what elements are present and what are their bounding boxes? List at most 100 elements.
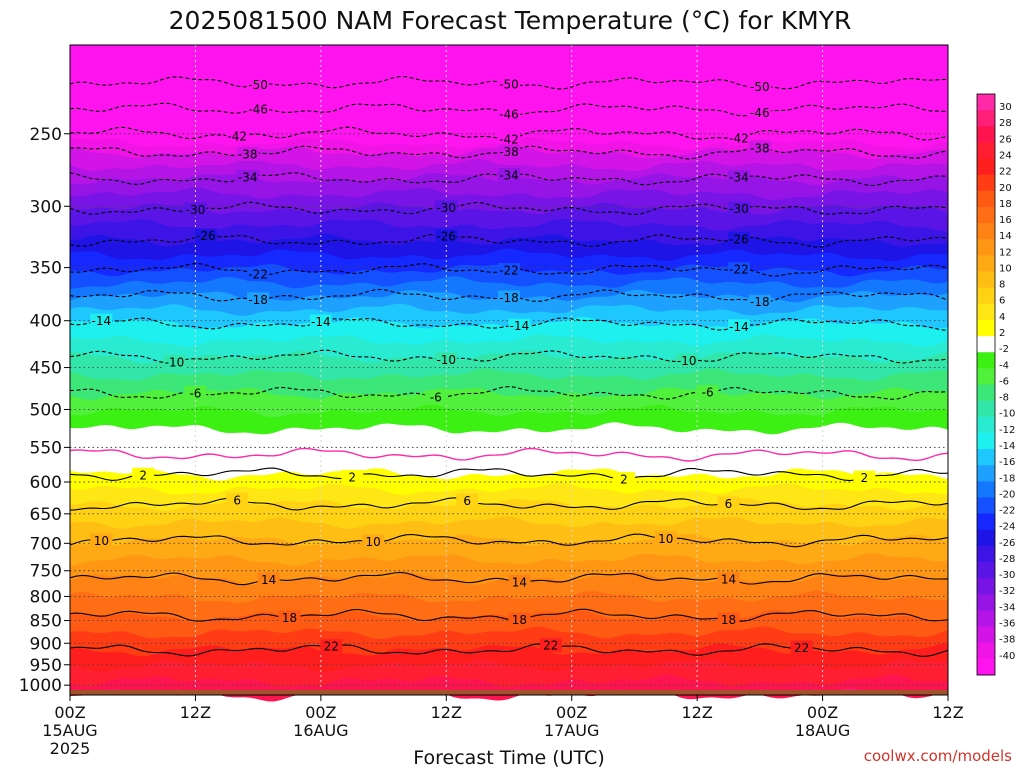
contour-label-bg [498, 144, 520, 159]
y-tick-label: 700 [30, 534, 62, 554]
colorbar-swatch [977, 513, 995, 531]
colorbar-swatch [977, 174, 995, 192]
contour-label: -26 [436, 230, 456, 244]
contour-label-bg [748, 79, 771, 94]
y-tick-label: 250 [30, 125, 62, 145]
contour-label-bg [727, 130, 750, 145]
colorbar-swatch [977, 642, 995, 660]
x-tick-label: 00Z [305, 703, 336, 722]
colorbar-label: -24 [999, 522, 1015, 533]
colorbar-swatch [977, 432, 995, 450]
x-tick-date: 17AUG [544, 721, 599, 740]
contour-label: -10 [165, 355, 185, 369]
colorbar-swatch [977, 610, 995, 627]
colorbar-label: -26 [999, 538, 1015, 549]
contour-label: -38 [238, 147, 258, 161]
contour-label: -18 [750, 295, 770, 309]
contour-label-bg [257, 572, 280, 587]
chart-title: 2025081500 NAM Forecast Temperature (°C)… [169, 6, 852, 35]
contour-label-bg [247, 101, 270, 116]
colorbar-label: 10 [999, 263, 1012, 274]
contour-label-bg [184, 202, 207, 217]
contour-label-bg [247, 77, 270, 92]
contour-label-bg [309, 314, 332, 329]
contour-label-bg [508, 574, 531, 589]
contour-label: -22 [729, 263, 749, 277]
contour-label: -34 [729, 171, 749, 185]
freezing-level-line [69, 447, 949, 462]
y-tick-label: 800 [30, 587, 62, 607]
colorbar-label: 30 [999, 102, 1012, 113]
y-tick-label: 500 [30, 400, 62, 420]
colorbar-label: -6 [999, 376, 1009, 387]
contour-label-bg [853, 470, 876, 485]
contour-label-bg [236, 169, 259, 184]
x-axis-title: Forecast Time (UTC) [413, 747, 604, 768]
contour-label-bg [90, 313, 113, 328]
colorbar: 30 28 26 24 22 20 18 16 14 12 10 8 6 4 2 -2 -4 -6 -8 -10 -12… [976, 93, 1015, 676]
contour-label-bg [727, 319, 750, 334]
contour-label-bg [790, 640, 813, 655]
colorbar-swatch [977, 255, 995, 272]
colorbar-swatch [977, 126, 995, 143]
y-tick-label: 350 [30, 259, 62, 279]
contour-label: -50 [499, 77, 519, 91]
y-tick-label: 300 [30, 197, 62, 217]
colorbar-label: -40 [999, 651, 1015, 662]
y-axis: 2503003504004505005506006507007508008509… [19, 125, 70, 696]
colorbar-swatch [977, 303, 995, 321]
contour-label-bg [498, 131, 520, 146]
contour-label-bg [184, 385, 207, 400]
contour-label-bg [508, 612, 531, 627]
colorbar-swatch [977, 239, 995, 256]
contour-label: -42 [729, 131, 749, 145]
x-tick-label: 12Z [681, 703, 712, 722]
colorbar-swatch [977, 626, 995, 644]
colorbar-swatch [977, 562, 995, 579]
contour-line [69, 497, 949, 511]
contour-label-bg [748, 105, 771, 120]
y-tick-label: 550 [30, 438, 62, 458]
contour-label-bg [132, 467, 155, 482]
colorbar-swatch [977, 658, 995, 676]
colorbar-label: 12 [999, 247, 1012, 258]
colorbar-label: -20 [999, 489, 1015, 500]
contour-label: 14 [512, 575, 527, 589]
contour-label: -42 [499, 132, 519, 146]
plot-frame [69, 44, 949, 696]
colorbar-label: -16 [999, 457, 1015, 468]
contour-label-bg [498, 106, 520, 121]
colorbar-label: -18 [999, 473, 1015, 484]
contour-label: -14 [510, 319, 530, 333]
contour-label: 10 [94, 534, 109, 548]
contour-labels: -50 -50 -50-46 -46 -46-42 -42 -42-38 -38 -38-34-… [90, 76, 876, 655]
y-tick-label: 850 [30, 612, 62, 632]
colorbar-swatch [977, 368, 995, 385]
contour-label: -22 [499, 264, 519, 278]
colorbar-swatch [977, 529, 995, 547]
contour-line [69, 533, 949, 548]
contour-label: 6 [463, 494, 471, 508]
contour-label-bg [612, 471, 635, 486]
contour-label: 2 [139, 468, 147, 482]
contour-label: -10 [677, 354, 697, 368]
colorbar-label: 6 [999, 296, 1005, 307]
contour-label-bg [717, 571, 740, 586]
contour-label-bg [498, 168, 520, 183]
colorbar-swatch [977, 142, 995, 159]
contour-label-bg [435, 352, 458, 367]
contour-label-bg [435, 229, 458, 244]
contour-label-bg [278, 610, 301, 625]
contour-label-bg [498, 76, 520, 91]
y-tick-label: 1000 [19, 676, 62, 696]
contour-label: 10 [658, 532, 673, 546]
contour-label: -26 [196, 229, 216, 243]
x-tick-date: 18AUG [795, 721, 850, 740]
x-tick-label: 12Z [431, 703, 462, 722]
contour-label: -18 [499, 291, 519, 305]
x-tick-date: 15AUG [42, 721, 97, 740]
x-tick-label: 00Z [54, 703, 85, 722]
contour-label: -34 [499, 169, 519, 183]
colorbar-label: 4 [999, 312, 1005, 323]
